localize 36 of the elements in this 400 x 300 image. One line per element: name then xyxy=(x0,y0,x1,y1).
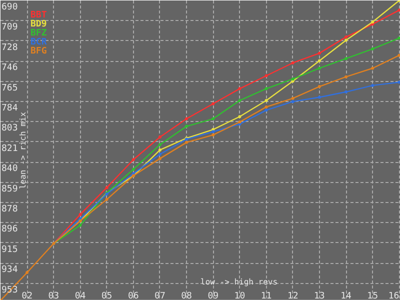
y-axis-title: lean -> rich mix xyxy=(18,112,28,190)
y-tick-label: 765 xyxy=(2,83,18,94)
x-tick-label: 06 xyxy=(128,292,139,300)
x-tick-label: 10 xyxy=(234,292,246,300)
text: BCR xyxy=(30,38,48,48)
x-axis-title: low -> high revs xyxy=(200,278,278,286)
y-tick-label: 709 xyxy=(2,22,18,33)
y-tick-label: 728 xyxy=(2,42,18,53)
x-tick-label: 03 xyxy=(48,292,60,300)
y-tick-label: 821 xyxy=(2,144,18,154)
text: BD9 xyxy=(30,20,47,30)
x-tick-label: 04 xyxy=(74,292,86,300)
text: BFZ xyxy=(30,28,48,38)
y-tick-label: 915 xyxy=(2,244,18,255)
x-tick-label: 14 xyxy=(340,292,352,300)
x-tick-label: 15 xyxy=(367,292,378,300)
x-tick-label: 11 xyxy=(260,292,272,300)
y-tick-label: 859 xyxy=(2,184,18,194)
y-tick-label: 746 xyxy=(2,63,18,74)
y-tick-label: 784 xyxy=(2,103,18,114)
x-tick-label: 02 xyxy=(22,292,33,300)
y-tick-label: 840 xyxy=(2,164,18,174)
x-tick-label: 13 xyxy=(314,292,325,300)
y-tick-label: 803 xyxy=(2,124,18,134)
x-tick-label: 07 xyxy=(154,292,166,300)
x-tick-label: 12 xyxy=(287,292,298,300)
x-tick-label: 16 xyxy=(388,292,400,300)
y-tick-label: 690 xyxy=(2,2,18,12)
text: BFG xyxy=(30,46,47,56)
y-tick-label: 896 xyxy=(2,224,18,234)
y-tick-label: 934 xyxy=(2,265,18,276)
y-tick-label: 878 xyxy=(2,204,18,215)
x-tick-label: 09 xyxy=(208,292,219,300)
x-tick-label: 05 xyxy=(101,292,112,300)
x-tick-label: 08 xyxy=(181,292,192,300)
text: BBT xyxy=(30,10,48,20)
